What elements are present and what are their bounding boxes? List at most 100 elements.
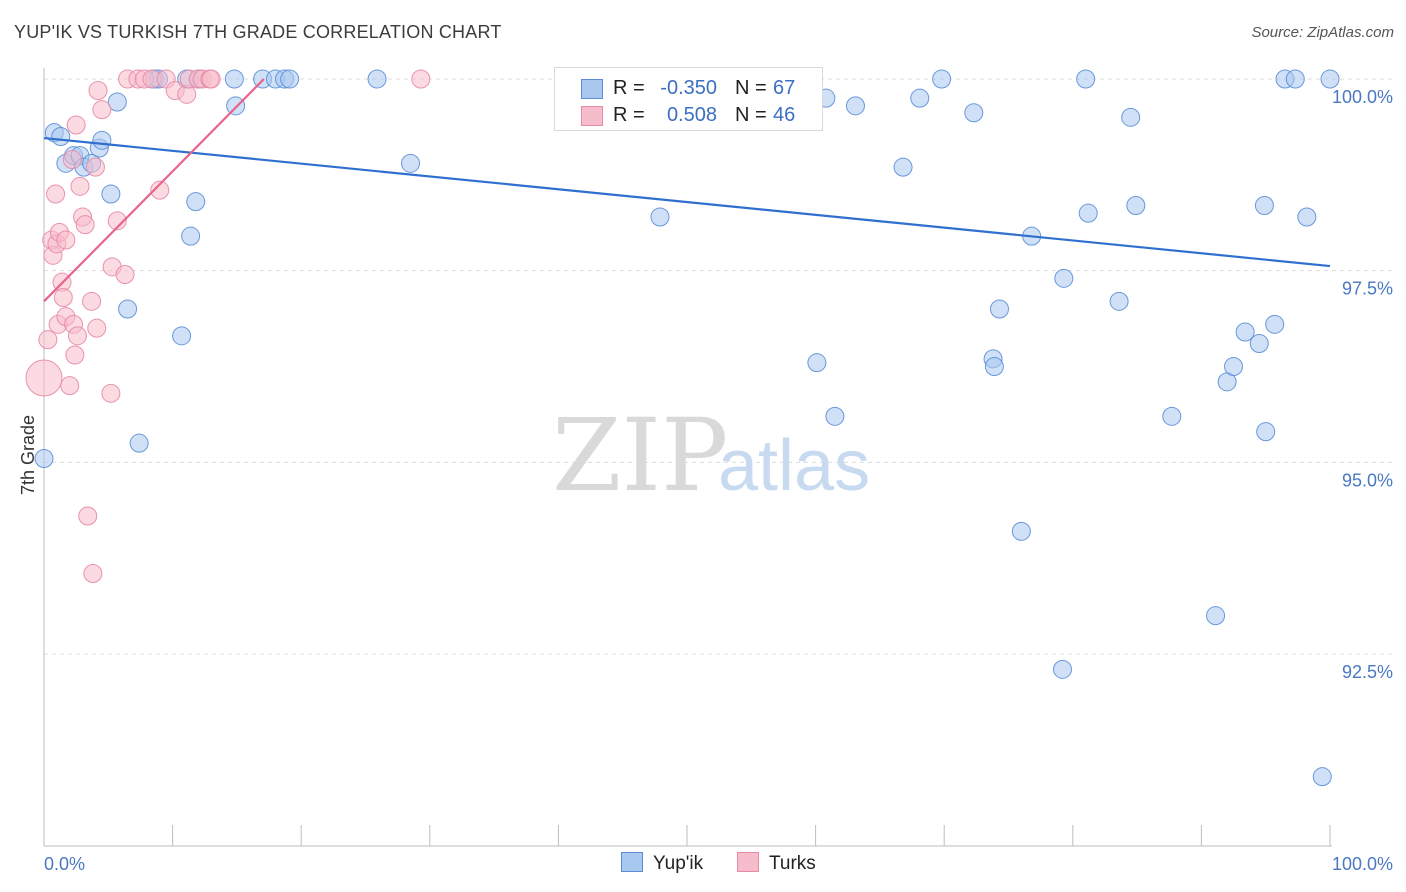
data-point-yupik	[280, 69, 300, 89]
legend-row-yupik: R = -0.350 N = 67	[555, 74, 822, 102]
legend-swatch-yupik	[621, 852, 643, 872]
legend-swatch-turks	[581, 106, 603, 126]
legend-swatch-turks	[737, 852, 759, 872]
data-point-yupik	[825, 406, 845, 426]
x-tick-label: 0.0%	[44, 854, 85, 874]
data-point-yupik	[172, 326, 192, 346]
data-point-yupik	[51, 127, 71, 146]
data-point-yupik	[910, 88, 930, 108]
data-point-turks	[65, 345, 85, 365]
data-point-yupik	[118, 299, 138, 319]
data-point-yupik	[984, 357, 1004, 376]
data-point-turks	[75, 215, 95, 235]
x-tick-label: 100.0%	[1332, 854, 1393, 874]
data-point-turks	[60, 376, 80, 396]
data-point-turks	[101, 383, 121, 403]
data-point-turks	[78, 506, 98, 526]
data-point-turks	[85, 157, 105, 177]
data-point-turks	[53, 288, 73, 307]
data-point-turks	[67, 326, 87, 346]
watermark: ZIP atlas	[552, 397, 870, 514]
data-point-yupik	[1265, 314, 1285, 334]
data-point-yupik	[1076, 69, 1096, 89]
legend-swatch-yupik	[581, 79, 603, 99]
legend-r-value: 0.508	[666, 104, 717, 126]
data-point-yupik	[1256, 422, 1276, 442]
data-point-yupik	[226, 96, 246, 116]
data-point-turks	[46, 184, 66, 204]
data-point-turks	[92, 100, 112, 120]
data-point-yupik	[181, 226, 201, 246]
data-point-yupik	[1011, 521, 1031, 541]
gridlines	[44, 78, 1392, 655]
data-point-turks	[66, 115, 86, 135]
data-point-yupik	[92, 130, 112, 150]
watermark-atlas: atlas	[718, 426, 870, 506]
data-point-turks	[83, 564, 103, 583]
data-point-yupik	[101, 184, 121, 204]
trend-line-yupik	[43, 136, 1331, 268]
data-point-turks	[107, 211, 127, 231]
data-point-turks	[87, 318, 107, 338]
legend-label-yupik: Yup'ik	[653, 853, 704, 874]
legend-n-value: 67	[773, 77, 796, 99]
y-tick-label: 95.0%	[1342, 470, 1393, 490]
legend-n-label: N =	[735, 77, 767, 99]
legend-row-turks: R = 0.508 N = 46	[555, 101, 822, 129]
data-point-yupik	[893, 157, 913, 177]
data-point-yupik	[367, 69, 387, 89]
data-point-yupik	[845, 96, 865, 116]
y-tick-label: 97.5%	[1342, 279, 1393, 299]
source-label: Source: ZipAtlas.com	[1251, 24, 1394, 41]
data-point-yupik	[1109, 291, 1129, 311]
y-tick-label: 100.0%	[1332, 87, 1393, 107]
y-tick-label: 92.5%	[1342, 662, 1393, 682]
legend-label-turks: Turks	[769, 853, 816, 874]
data-point-yupik	[1162, 406, 1182, 426]
data-point-turks	[115, 265, 135, 284]
data-point-yupik	[1285, 69, 1305, 89]
data-point-yupik	[1297, 207, 1317, 227]
data-point-turks	[150, 180, 170, 200]
data-point-yupik	[989, 299, 1009, 319]
legend-n-value: 46	[773, 104, 796, 126]
data-point-yupik	[1312, 767, 1332, 787]
data-point-yupik	[34, 449, 54, 468]
data-point-yupik	[807, 353, 827, 373]
legend-n-label: N =	[735, 104, 767, 126]
data-point-turks	[38, 330, 58, 350]
data-point-yupik	[1206, 606, 1226, 626]
data-point-yupik	[964, 103, 984, 123]
data-point-turks	[82, 291, 102, 311]
data-point-turks	[201, 69, 221, 89]
data-point-yupik	[129, 433, 149, 453]
data-point-turks	[62, 150, 82, 169]
data-point-yupik	[186, 192, 206, 212]
legend-r-value: -0.350	[660, 77, 717, 99]
bottom-legend-yupik[interactable]: Yup'ik	[621, 852, 703, 875]
data-point-yupik	[1078, 203, 1098, 223]
bottom-legend-turks[interactable]: Turks	[737, 852, 816, 875]
data-point-yupik	[1249, 334, 1269, 353]
data-point-yupik	[650, 207, 670, 227]
legend-r-label: R =	[613, 77, 645, 99]
data-point-turks	[25, 359, 63, 397]
data-point-yupik	[932, 69, 952, 89]
watermark-zip: ZIP	[552, 397, 728, 514]
data-point-yupik	[1126, 196, 1146, 215]
y-tick-labels: 92.5% 95.0% 97.5% 100.0%	[1332, 87, 1393, 682]
chart-title: YUP'IK VS TURKISH 7TH GRADE CORRELATION …	[14, 22, 502, 42]
data-point-yupik	[1320, 69, 1340, 89]
data-point-yupik	[224, 69, 244, 89]
data-point-yupik	[107, 92, 127, 112]
data-point-turks	[88, 81, 108, 100]
data-point-turks	[70, 176, 90, 196]
x-tick-labels: 0.0% 100.0%	[44, 854, 1393, 874]
data-point-turks	[56, 230, 76, 250]
y-axis-title: 7th Grade	[18, 415, 38, 495]
data-point-yupik	[1254, 196, 1274, 215]
data-point-yupik	[1054, 268, 1074, 288]
data-point-yupik	[1053, 659, 1073, 679]
data-point-yupik	[401, 153, 421, 173]
